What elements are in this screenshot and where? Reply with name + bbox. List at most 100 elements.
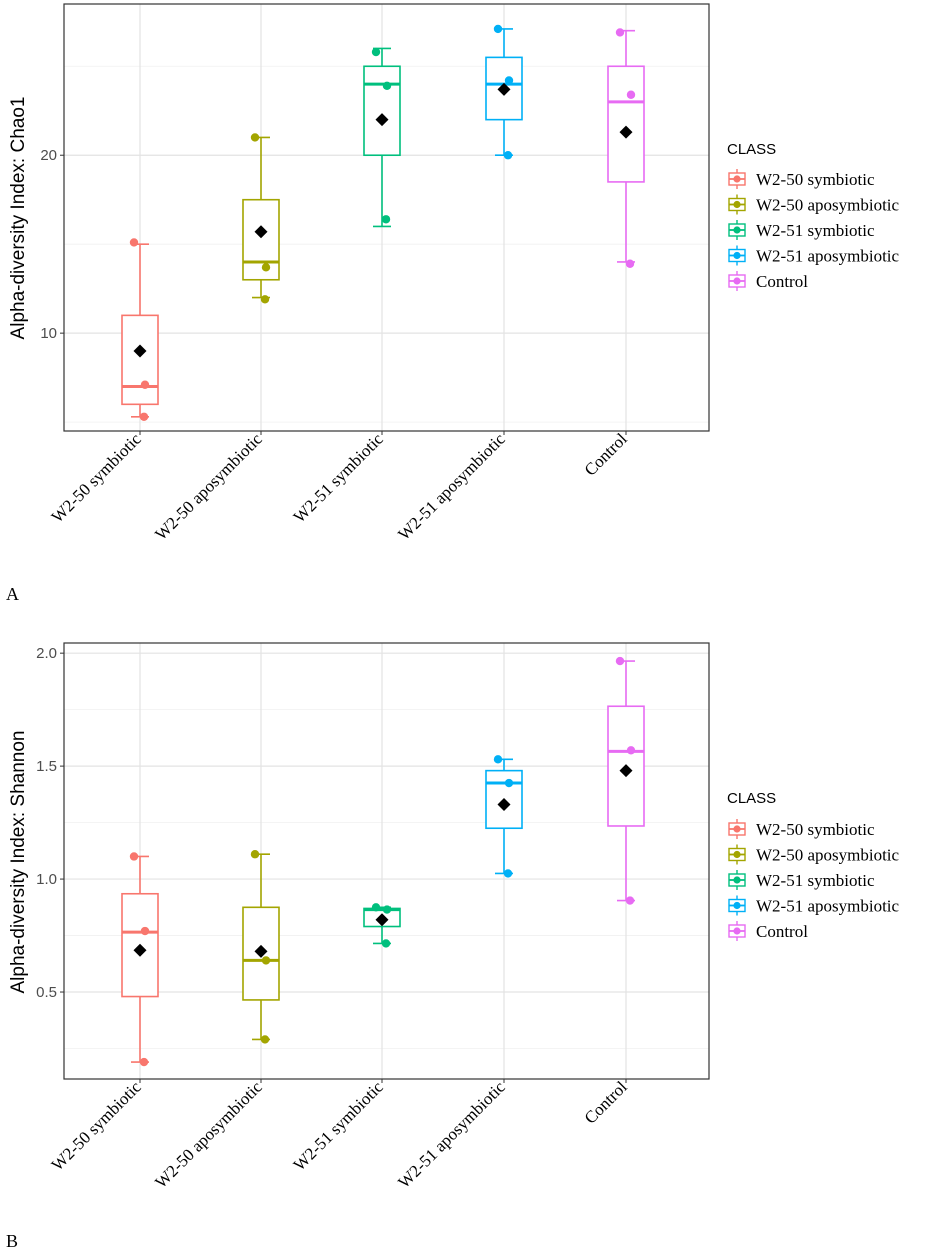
x-tick-label-a: W2-51 aposymbiotic xyxy=(394,429,509,544)
legend-key-point xyxy=(733,825,741,833)
plot-border-a xyxy=(63,3,710,432)
legend-item-b-5: Control xyxy=(727,921,808,941)
legend-key-point xyxy=(733,251,741,260)
chart-panel-b: 0.5 1.0 1.5 2.0 W2-50 symbiotic W2-50 aposym… xyxy=(6,642,900,1251)
legend-item-a-2: W2-50 aposymbiotic xyxy=(727,194,900,215)
data-point xyxy=(129,852,139,861)
box-iqr xyxy=(242,198,280,281)
x-tick-label-a: W2-50 symbiotic xyxy=(48,429,146,527)
data-point xyxy=(250,133,260,142)
plot-border-b xyxy=(63,642,710,1080)
x-tick-label-b: Control xyxy=(581,1077,631,1127)
legend-item-b-3: W2-51 symbiotic xyxy=(727,870,875,890)
box-group-a-3 xyxy=(363,47,401,228)
legend-title-a: CLASS xyxy=(727,141,776,158)
legend-label: W2-51 aposymbiotic xyxy=(756,247,900,266)
mean-marker xyxy=(619,125,633,139)
legend-label: W2-50 symbiotic xyxy=(756,820,875,839)
data-point xyxy=(260,295,270,304)
box-group-a-5 xyxy=(607,28,645,268)
legend-label: Control xyxy=(756,272,808,291)
legend-item-a-5: Control xyxy=(727,271,808,291)
data-point xyxy=(261,263,271,272)
data-point xyxy=(382,905,392,914)
box-group-b-5 xyxy=(607,656,645,905)
legend-label: W2-50 symbiotic xyxy=(756,170,875,189)
mean-marker xyxy=(375,113,389,127)
data-point xyxy=(626,746,636,755)
legend-item-a-4: W2-51 aposymbiotic xyxy=(727,245,900,266)
data-point xyxy=(615,656,625,666)
legend-a: CLASS W2-50 symbiotic W2-50 aposymbiotic W… xyxy=(727,141,900,291)
mean-marker xyxy=(497,798,511,812)
data-point xyxy=(504,76,514,85)
box-group-b-2 xyxy=(242,850,280,1044)
legend-key-point xyxy=(733,901,741,910)
data-point xyxy=(615,28,625,37)
legend-key-point xyxy=(733,927,741,935)
data-point xyxy=(139,1057,149,1067)
legend-label: W2-51 symbiotic xyxy=(756,221,875,240)
y-tick-label-b: 1.5 xyxy=(36,758,57,775)
legend-item-b-2: W2-50 aposymbiotic xyxy=(727,844,900,865)
legend-item-a-1: W2-50 symbiotic xyxy=(727,169,875,189)
data-point xyxy=(381,215,391,224)
legend-key-point xyxy=(733,226,741,234)
data-point xyxy=(493,755,503,764)
box-group-a-4 xyxy=(485,24,523,160)
data-point xyxy=(382,81,392,91)
data-point xyxy=(503,869,513,878)
data-point xyxy=(371,47,381,57)
x-tick-label-b: W2-51 aposymbiotic xyxy=(394,1077,509,1192)
mean-marker xyxy=(375,913,389,927)
x-tick-label-a: Control xyxy=(581,429,631,479)
legend-label: W2-51 aposymbiotic xyxy=(756,897,900,916)
y-tick-label-b: 0.5 xyxy=(36,984,57,1001)
data-point xyxy=(260,1035,270,1044)
data-point xyxy=(261,956,271,965)
data-point xyxy=(250,850,260,859)
legend-label: W2-50 aposymbiotic xyxy=(756,196,900,215)
box-group-a-1 xyxy=(121,238,159,421)
legend-item-b-1: W2-50 symbiotic xyxy=(727,819,875,839)
x-tick-label-b: W2-50 symbiotic xyxy=(48,1077,146,1175)
mean-marker xyxy=(254,225,268,239)
y-tick-label-a: 10 xyxy=(40,325,57,342)
data-point xyxy=(493,24,503,34)
legend-label: W2-50 aposymbiotic xyxy=(756,846,900,865)
legend-label: W2-51 symbiotic xyxy=(756,871,875,890)
legend-key-point xyxy=(733,277,741,285)
data-point xyxy=(129,238,139,247)
mean-marker xyxy=(619,764,633,778)
x-tick-label-b: W2-51 symbiotic xyxy=(290,1077,388,1175)
mean-marker xyxy=(133,344,147,358)
mean-marker xyxy=(254,944,268,958)
legend-title-b: CLASS xyxy=(727,790,776,807)
box-group-a-2 xyxy=(242,133,280,304)
panel-letter-b: B xyxy=(6,1231,18,1251)
data-point xyxy=(139,412,149,421)
box-iqr xyxy=(121,314,159,406)
box-iqr xyxy=(607,65,645,183)
box-iqr xyxy=(485,769,523,830)
y-tick-label-b: 1.0 xyxy=(36,871,57,888)
box-group-b-3 xyxy=(363,903,401,948)
y-tick-label-b: 2.0 xyxy=(36,645,57,662)
legend-label: Control xyxy=(756,922,808,941)
data-point xyxy=(504,778,514,788)
data-point xyxy=(381,939,391,948)
data-point xyxy=(626,90,636,99)
data-point xyxy=(371,903,381,912)
plot-area-b xyxy=(64,643,709,1079)
y-axis-label-b: Alpha-diversity Index: Shannon xyxy=(8,731,29,994)
box-iqr xyxy=(363,65,401,157)
x-tick-label-a: W2-51 symbiotic xyxy=(290,429,388,527)
panel-letter-a: A xyxy=(6,584,19,604)
legend-b: CLASS W2-50 symbiotic W2-50 aposymbiotic W… xyxy=(727,790,900,941)
data-point xyxy=(140,926,150,936)
legend-key-point xyxy=(733,175,741,183)
data-point xyxy=(503,151,513,160)
x-tick-label-a: W2-50 aposymbiotic xyxy=(151,429,266,544)
